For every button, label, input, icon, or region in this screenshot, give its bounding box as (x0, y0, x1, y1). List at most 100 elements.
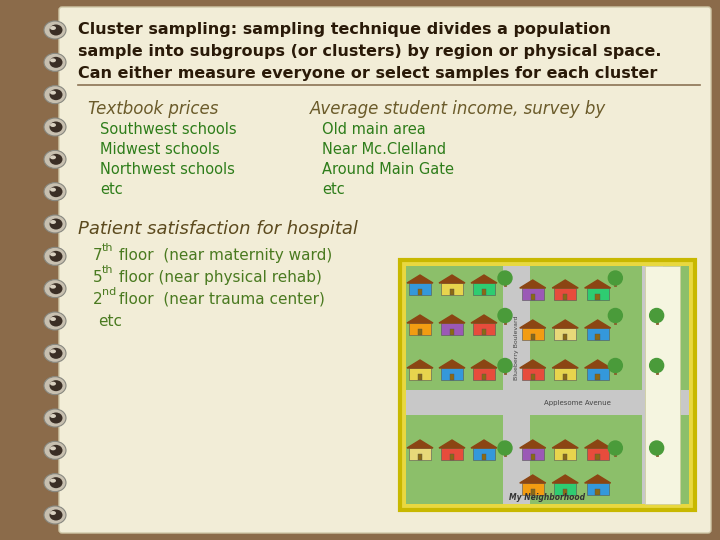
Polygon shape (585, 280, 611, 288)
Circle shape (608, 271, 622, 285)
Text: floor (near physical rehab): floor (near physical rehab) (114, 270, 322, 285)
FancyBboxPatch shape (595, 374, 600, 380)
FancyBboxPatch shape (441, 448, 463, 460)
FancyBboxPatch shape (587, 328, 608, 340)
Text: My Neighborhood: My Neighborhood (510, 494, 585, 503)
Ellipse shape (50, 251, 63, 262)
FancyBboxPatch shape (554, 483, 576, 495)
Polygon shape (520, 440, 546, 448)
FancyBboxPatch shape (418, 329, 422, 335)
Circle shape (608, 441, 622, 455)
Text: Average student income, survey by: Average student income, survey by (310, 100, 606, 118)
FancyBboxPatch shape (406, 266, 689, 504)
Circle shape (649, 359, 664, 373)
Polygon shape (407, 440, 433, 448)
Ellipse shape (50, 156, 56, 159)
Ellipse shape (50, 91, 56, 94)
FancyBboxPatch shape (503, 266, 530, 504)
Ellipse shape (44, 506, 66, 524)
Ellipse shape (50, 315, 63, 327)
Text: Old main area: Old main area (322, 122, 426, 137)
Ellipse shape (50, 382, 56, 386)
FancyBboxPatch shape (473, 323, 495, 335)
Ellipse shape (50, 285, 56, 289)
Ellipse shape (50, 123, 56, 127)
Polygon shape (407, 315, 433, 323)
FancyBboxPatch shape (554, 328, 576, 340)
FancyBboxPatch shape (482, 289, 486, 295)
FancyBboxPatch shape (473, 283, 495, 295)
Text: 2: 2 (93, 292, 103, 307)
Ellipse shape (50, 57, 63, 68)
Text: floor  (near trauma center): floor (near trauma center) (114, 292, 325, 307)
Ellipse shape (50, 317, 56, 321)
FancyBboxPatch shape (418, 289, 422, 295)
FancyBboxPatch shape (409, 368, 431, 380)
Polygon shape (520, 360, 546, 368)
Ellipse shape (44, 215, 66, 233)
Text: etc: etc (98, 314, 122, 329)
FancyBboxPatch shape (595, 334, 600, 340)
FancyBboxPatch shape (418, 374, 422, 380)
FancyBboxPatch shape (522, 368, 544, 380)
Text: th: th (102, 265, 114, 275)
Polygon shape (407, 275, 433, 283)
Text: sample into subgroups (or clusters) by region or physical space.: sample into subgroups (or clusters) by r… (78, 44, 662, 59)
FancyBboxPatch shape (522, 328, 544, 340)
FancyBboxPatch shape (531, 374, 535, 380)
Polygon shape (552, 320, 578, 328)
Ellipse shape (50, 478, 56, 483)
FancyBboxPatch shape (441, 368, 463, 380)
Circle shape (608, 308, 622, 322)
Ellipse shape (44, 118, 66, 136)
Ellipse shape (50, 348, 63, 359)
FancyBboxPatch shape (554, 368, 576, 380)
Ellipse shape (44, 345, 66, 362)
Polygon shape (471, 360, 497, 368)
FancyBboxPatch shape (587, 483, 608, 495)
Text: th: th (102, 243, 114, 253)
FancyBboxPatch shape (563, 334, 567, 340)
Polygon shape (585, 360, 611, 368)
Ellipse shape (44, 150, 66, 168)
Ellipse shape (50, 188, 56, 192)
FancyBboxPatch shape (645, 266, 680, 504)
FancyBboxPatch shape (554, 448, 576, 460)
FancyBboxPatch shape (450, 454, 454, 460)
FancyBboxPatch shape (563, 294, 567, 300)
Text: Around Main Gate: Around Main Gate (322, 162, 454, 177)
Ellipse shape (50, 122, 63, 132)
Ellipse shape (44, 441, 66, 460)
Ellipse shape (50, 24, 63, 36)
Ellipse shape (44, 21, 66, 39)
FancyBboxPatch shape (450, 289, 454, 295)
Polygon shape (471, 315, 497, 323)
Text: Applesome Avenue: Applesome Avenue (544, 400, 611, 406)
Polygon shape (585, 475, 611, 483)
FancyBboxPatch shape (595, 294, 600, 300)
FancyBboxPatch shape (482, 374, 486, 380)
FancyBboxPatch shape (482, 454, 486, 460)
Ellipse shape (50, 445, 63, 456)
Text: Blueberry Boulevard: Blueberry Boulevard (514, 315, 519, 380)
FancyBboxPatch shape (587, 448, 608, 460)
FancyBboxPatch shape (441, 323, 463, 335)
FancyBboxPatch shape (531, 454, 535, 460)
Polygon shape (585, 320, 611, 328)
Ellipse shape (50, 380, 63, 391)
Ellipse shape (50, 349, 56, 353)
Ellipse shape (44, 409, 66, 427)
Polygon shape (552, 440, 578, 448)
Text: Textbook prices: Textbook prices (88, 100, 218, 118)
FancyBboxPatch shape (59, 7, 711, 533)
Text: Near Mc.Clelland: Near Mc.Clelland (322, 142, 446, 157)
FancyBboxPatch shape (531, 294, 535, 300)
FancyBboxPatch shape (450, 329, 454, 335)
Ellipse shape (44, 280, 66, 298)
Polygon shape (552, 360, 578, 368)
FancyBboxPatch shape (522, 483, 544, 495)
FancyBboxPatch shape (563, 374, 567, 380)
FancyBboxPatch shape (642, 266, 662, 504)
Polygon shape (439, 440, 465, 448)
Polygon shape (407, 360, 433, 368)
